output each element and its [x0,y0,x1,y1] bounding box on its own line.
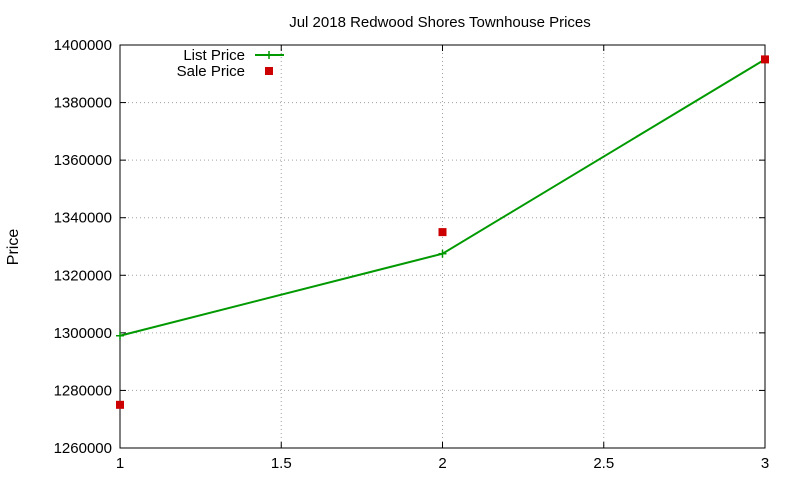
grid-lines [120,45,765,448]
y-tick-label: 1260000 [54,440,112,457]
x-tick-label: 2 [438,455,446,472]
y-tick-label: 1380000 [54,95,112,112]
legend-marker [265,51,273,59]
x-tick-label: 1 [116,455,124,472]
legend-label: List Price [183,47,245,64]
x-tick-label: 1.5 [271,455,292,472]
legend-entry: List Price [183,47,284,64]
axes [119,44,766,449]
series-1 [116,55,769,409]
y-tick-label: 1340000 [54,210,112,227]
y-tick-label: 1400000 [54,37,112,54]
legend-entry: Sale Price [177,63,273,80]
data-point [116,331,124,340]
tick-labels: 1260000 1280000 1300000 1320000 1340000 13600… [54,37,770,472]
y-tick-label: 1360000 [54,152,112,169]
y-axis-label: Price [5,229,22,266]
series [116,55,769,409]
y-tick-label: 1300000 [54,325,112,342]
chart-title: Jul 2018 Redwood Shores Townhouse Prices [289,14,591,31]
data-point [116,400,124,409]
data-point [761,55,769,64]
y-tick-label: 1320000 [54,267,112,284]
legend-marker [265,67,273,75]
legend-label: Sale Price [177,63,245,80]
y-tick-label: 1280000 [54,382,112,399]
x-tick-label: 2.5 [593,455,614,472]
x-tick-label: 3 [761,455,769,472]
data-point [438,249,447,258]
data-point [438,228,447,237]
